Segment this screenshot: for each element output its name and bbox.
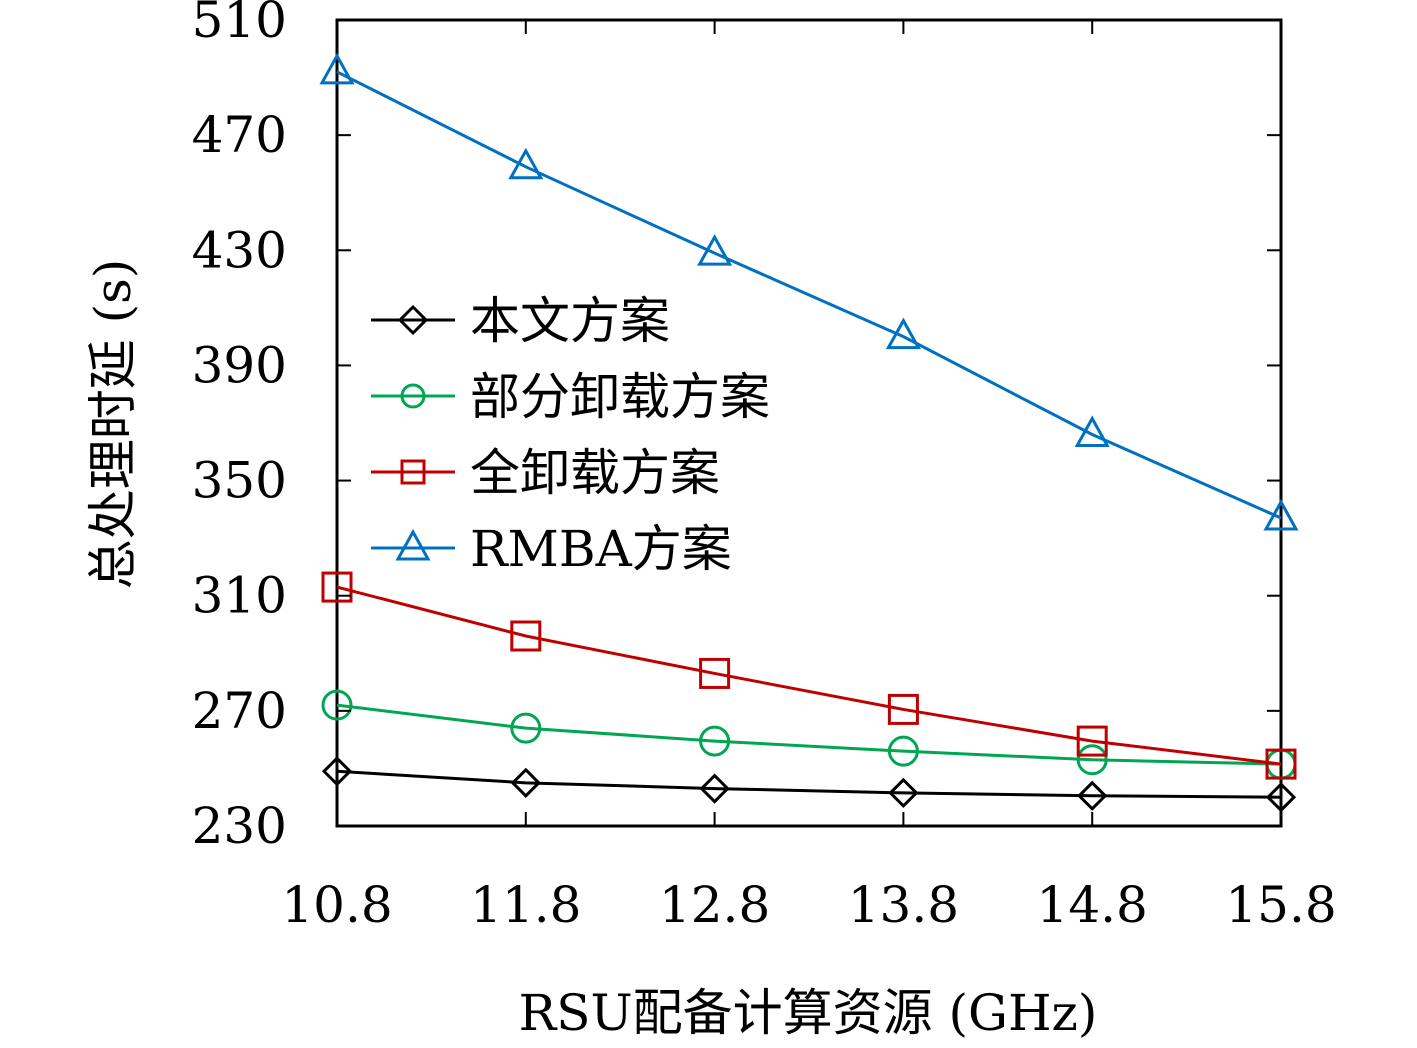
y-tick-label: 430	[192, 221, 287, 279]
data-point	[699, 657, 731, 689]
data-point	[887, 735, 919, 767]
series-3	[321, 571, 1297, 780]
data-point	[1265, 748, 1297, 780]
x-tick-label: 10.8	[281, 876, 392, 934]
data-point	[321, 571, 353, 603]
data-point	[510, 767, 541, 798]
data-point	[510, 712, 542, 744]
data-point	[1077, 780, 1108, 811]
plot-frame	[335, 18, 1283, 828]
data-point	[1076, 725, 1108, 757]
x-tick-label: 11.8	[470, 876, 581, 934]
data-point	[1074, 415, 1110, 448]
data-point	[699, 773, 730, 804]
x-tick-label: 13.8	[848, 876, 959, 934]
data-point	[888, 777, 919, 809]
axes: 230 270 310 350 390 430 470 510 10.8 11.8 12.8 13.8…	[192, 0, 1337, 934]
legend-label: 本文方案	[470, 292, 670, 350]
data-point	[1263, 498, 1299, 531]
series-line	[336, 585, 1282, 766]
y-tick-label: 510	[192, 0, 287, 49]
data-point	[699, 725, 731, 757]
x-tick-label: 14.8	[1037, 876, 1148, 934]
y-axis-label: 总处理时延 (s)	[84, 259, 142, 590]
data-point	[1076, 744, 1108, 776]
legend-item: RMBA方案	[371, 520, 732, 578]
legend-label: RMBA方案	[470, 520, 732, 578]
data-point	[1265, 782, 1297, 813]
legend-item: 本文方案	[371, 292, 670, 350]
data-point	[510, 620, 542, 652]
data-point	[887, 693, 919, 725]
data-point	[885, 317, 921, 350]
legend-item: 部分卸载方案	[371, 368, 770, 426]
legend-label: 全卸载方案	[470, 444, 720, 502]
legend-item: 全卸载方案	[371, 444, 720, 502]
y-tick-label: 470	[192, 106, 287, 164]
x-tick-label: 15.8	[1225, 876, 1336, 934]
y-tick-label: 390	[192, 336, 287, 394]
y-tick-label: 270	[192, 682, 287, 740]
y-tick-label: 230	[192, 797, 287, 855]
series-line	[336, 70, 1282, 520]
series-group	[319, 52, 1299, 813]
y-tick-label: 310	[192, 567, 287, 625]
legend-marker	[395, 528, 431, 561]
series-2	[321, 689, 1297, 780]
plot-area	[335, 18, 1283, 828]
legend-marker	[400, 383, 426, 409]
legend-marker	[397, 304, 429, 336]
legend-marker	[400, 459, 426, 485]
data-point	[319, 52, 355, 85]
y-tick-label: 350	[192, 452, 287, 510]
x-tick-label: 12.8	[659, 876, 770, 934]
data-point	[508, 147, 544, 180]
series-line	[336, 769, 1282, 799]
data-point	[321, 756, 353, 787]
series-line	[336, 703, 1282, 766]
x-axis-label: RSU配备计算资源 (GHz)	[519, 984, 1098, 1042]
legend-label: 部分卸载方案	[470, 368, 770, 426]
series-4	[319, 52, 1299, 531]
data-point	[321, 689, 353, 721]
series-1	[321, 756, 1297, 813]
data-point	[697, 234, 733, 266]
